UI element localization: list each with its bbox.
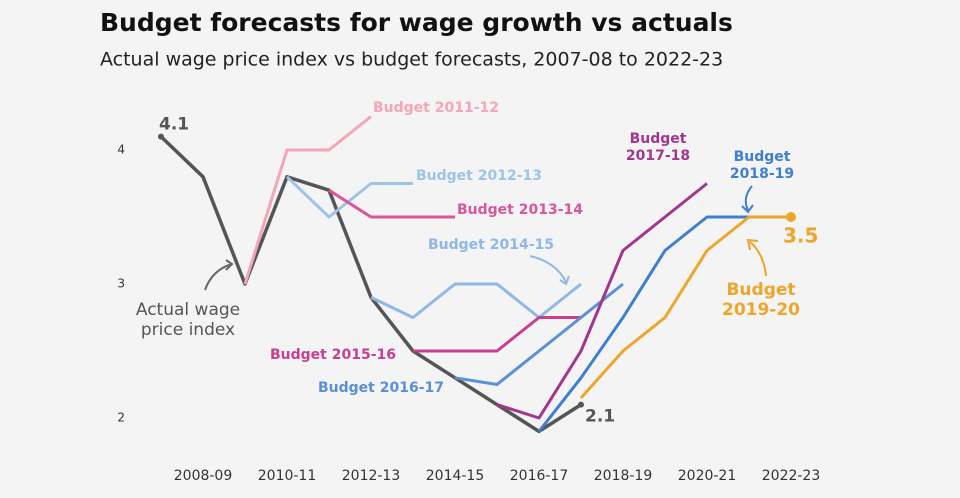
chart-title: Budget forecasts for wage growth vs actu… — [100, 8, 733, 37]
x-tick-label: 2012-13 — [342, 468, 401, 484]
arrow — [204, 259, 234, 291]
series-label: Budget 2017-18 — [625, 131, 691, 164]
line — [496, 182, 708, 420]
series-label: Budget 2015-16 — [270, 347, 396, 363]
x-tick-label: 2010-11 — [258, 468, 317, 484]
line — [413, 316, 581, 353]
x-tick-label: 2022-23 — [762, 468, 821, 484]
series-label: Budget 2019-20 — [721, 280, 801, 320]
series-label: Budget 2012-13 — [416, 168, 542, 184]
line — [328, 188, 455, 219]
arrow — [529, 255, 570, 286]
y-tick-label: 3 — [117, 277, 125, 291]
line — [243, 115, 372, 285]
series-label: Actual wage price index — [135, 300, 241, 340]
point — [578, 401, 584, 408]
x-tick-label: 2014-15 — [426, 468, 485, 484]
x-tick-label: 2008-09 — [174, 468, 233, 484]
y-tick-label: 2 — [117, 411, 125, 425]
y-tick-label: 4 — [117, 143, 125, 157]
series-label: Budget 2014-15 — [428, 237, 554, 253]
data-label: 3.5 — [783, 224, 818, 248]
chart-subtitle: Actual wage price index vs budget foreca… — [100, 49, 723, 71]
data-label: 4.1 — [159, 115, 189, 135]
point — [158, 133, 164, 140]
line — [537, 215, 749, 433]
arrow — [741, 185, 754, 214]
line — [370, 282, 582, 319]
x-tick-label: 2016-17 — [510, 468, 569, 484]
line — [454, 282, 624, 386]
arrow — [746, 238, 767, 277]
series-label: Budget 2011-12 — [373, 100, 499, 116]
x-tick-label: 2018-19 — [594, 468, 653, 484]
line — [579, 215, 791, 399]
x-tick-label: 2020-21 — [678, 468, 737, 484]
series-label: Budget 2018-19 — [729, 149, 795, 182]
line — [285, 175, 413, 219]
data-label: 2.1 — [585, 407, 615, 427]
series-label: Budget 2016-17 — [318, 380, 444, 396]
series-label: Budget 2013-14 — [457, 202, 583, 218]
point — [786, 212, 796, 222]
